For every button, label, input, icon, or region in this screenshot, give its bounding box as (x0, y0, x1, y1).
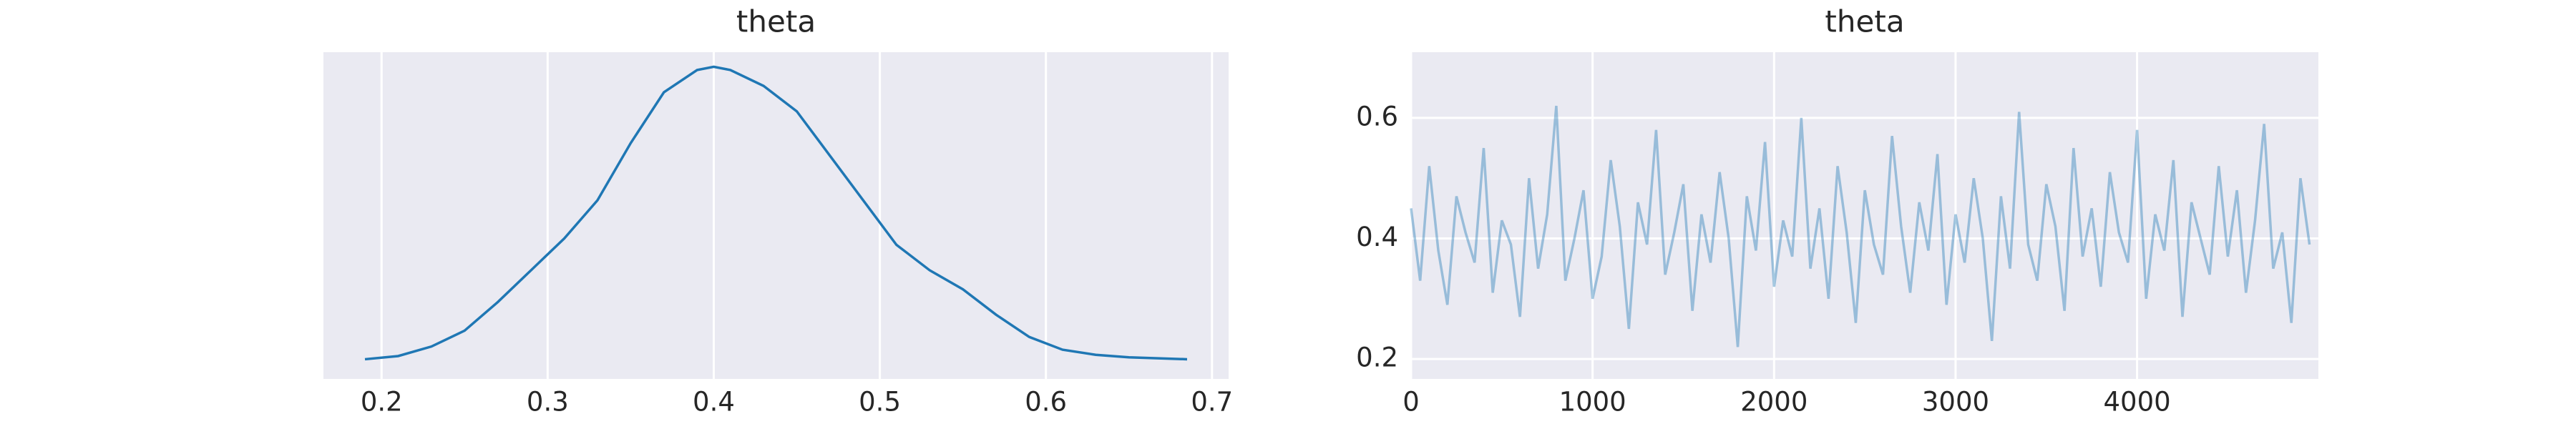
chart-title: theta (736, 4, 816, 39)
chart-title: theta (1825, 4, 1904, 39)
x-tick-label: 0 (1402, 387, 1420, 418)
x-tick-label: 0.2 (361, 387, 403, 418)
plot-area (323, 52, 1229, 379)
x-tick-label: 0.5 (859, 387, 901, 418)
data-line (1410, 105, 2311, 347)
x-tick-label: 0.6 (1025, 387, 1067, 418)
y-tick-label: 0.4 (1356, 222, 1398, 252)
y-tick-label: 0.2 (1356, 342, 1398, 373)
y-tick-label: 0.6 (1356, 101, 1398, 132)
x-tick-label: 0.7 (1191, 387, 1233, 418)
data-line (364, 65, 1188, 361)
plot-area (1411, 52, 2318, 379)
x-tick-label: 4000 (2104, 387, 2171, 418)
x-tick-label: 0.3 (527, 387, 569, 418)
x-tick-label: 0.4 (693, 387, 735, 418)
x-tick-label: 1000 (1559, 387, 1626, 418)
x-tick-label: 3000 (1922, 387, 1989, 418)
x-tick-label: 2000 (1740, 387, 1807, 418)
